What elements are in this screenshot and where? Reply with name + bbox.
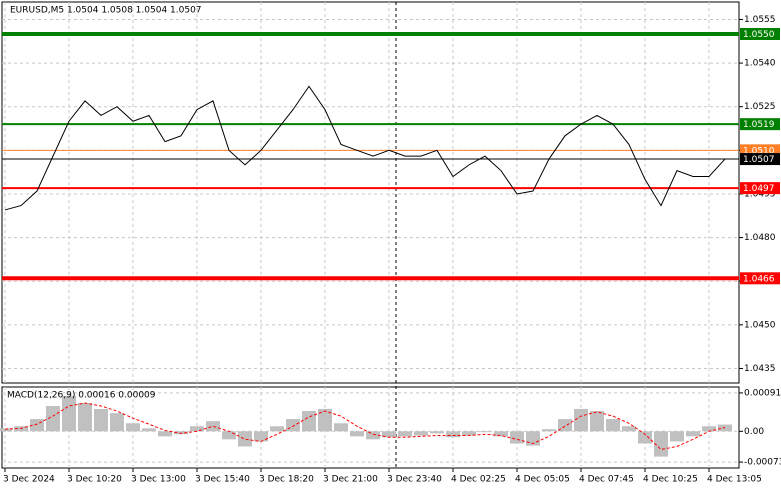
macd-bar: [0, 428, 12, 432]
y-tick-label: 1.0495: [744, 189, 776, 199]
level-label: 1.0519: [743, 120, 775, 130]
level-label-box: [740, 27, 780, 40]
macd-panel: [1, 386, 740, 469]
macd-bar: [222, 431, 236, 440]
macd-bar: [670, 431, 684, 442]
macd-bar: [510, 431, 524, 444]
x-tick-label: 3 Dec 18:20: [259, 475, 314, 485]
level-label: 1.0466: [743, 274, 775, 284]
macd-bar: [478, 431, 492, 433]
macd-bar: [302, 411, 316, 432]
x-tick-label: 4 Dec 05:05: [515, 475, 570, 485]
level-label: 1.0510: [743, 146, 775, 156]
macd-bar: [126, 423, 140, 432]
macd-bar: [446, 431, 460, 438]
level-label: 1.0550: [743, 30, 775, 40]
y-tick-label: 1.0480: [744, 233, 776, 243]
macd-bar: [334, 423, 348, 432]
chart-title: EURUSD,M5 1.0504 1.0508 1.0504 1.0507: [10, 6, 202, 16]
macd-bar: [542, 429, 556, 432]
level-label-box: [740, 272, 780, 285]
x-tick-label: 3 Dec 15:40: [195, 475, 250, 485]
macd-bar: [398, 431, 412, 437]
macd-bar: [606, 419, 620, 432]
level-label-box: [740, 118, 780, 131]
y-tick-label: 0.00: [744, 427, 764, 437]
macd-bar: [94, 408, 108, 432]
macd-bar: [62, 395, 76, 432]
y-tick-label: -0.00073: [744, 458, 781, 468]
macd-bar: [46, 405, 60, 432]
macd-bar: [142, 428, 156, 432]
level-label-box: [740, 153, 780, 166]
macd-bar: [366, 431, 380, 440]
macd-bar: [382, 431, 396, 438]
macd-bar: [558, 419, 572, 432]
level-label: 1.0497: [743, 184, 775, 194]
macd-bar: [686, 431, 700, 437]
macd-bar: [190, 426, 204, 432]
y-tick-label: 1.0450: [744, 320, 776, 330]
x-tick-label: 3 Dec 23:40: [387, 475, 442, 485]
signal-line: [4, 402, 726, 450]
macd-bar: [430, 431, 444, 434]
macd-bar: [654, 431, 668, 457]
x-tick-label: 3 Dec 2024: [3, 475, 55, 485]
macd-bar: [174, 431, 188, 435]
x-tick-label: 3 Dec 10:20: [67, 475, 122, 485]
macd-bar: [462, 431, 476, 436]
level-label: 1.0507: [743, 155, 775, 165]
x-tick-label: 4 Dec 07:45: [579, 475, 634, 485]
y-tick-label: 1.0525: [744, 102, 776, 112]
macd-bar: [590, 411, 604, 432]
y-tick-label: 1.0540: [744, 59, 776, 69]
macd-bar: [158, 431, 172, 437]
price-line: [4, 85, 726, 211]
macd-bar: [414, 431, 428, 436]
macd-bar: [270, 426, 284, 432]
x-tick-label: 4 Dec 10:25: [643, 475, 698, 485]
macd-bar: [254, 431, 268, 442]
macd-bar: [638, 431, 652, 444]
macd-bar: [494, 431, 508, 437]
macd-bar: [318, 408, 332, 432]
y-tick-label: 1.0555: [744, 15, 776, 25]
macd-bar: [574, 408, 588, 432]
x-tick-label: 4 Dec 02:25: [451, 475, 506, 485]
macd-title: MACD(12,26,9) 0.00016 0.00009: [7, 391, 156, 401]
x-tick-label: 3 Dec 13:00: [131, 475, 186, 485]
level-label-box: [740, 182, 780, 195]
macd-bar: [206, 421, 220, 432]
macd-bar: [702, 426, 716, 432]
main-panel: [1, 1, 740, 384]
macd-bar: [622, 426, 636, 432]
y-tick-label: 1.0435: [744, 364, 776, 374]
x-tick-label: 3 Dec 21:00: [323, 475, 378, 485]
macd-bar: [78, 403, 92, 432]
macd-bar: [110, 413, 124, 432]
y-tick-label: 0.00091: [744, 388, 781, 398]
macd-bar: [350, 431, 364, 437]
x-tick-label: 4 Dec 13:05: [707, 475, 762, 485]
macd-bar: [238, 431, 252, 447]
macd-bar: [286, 419, 300, 432]
